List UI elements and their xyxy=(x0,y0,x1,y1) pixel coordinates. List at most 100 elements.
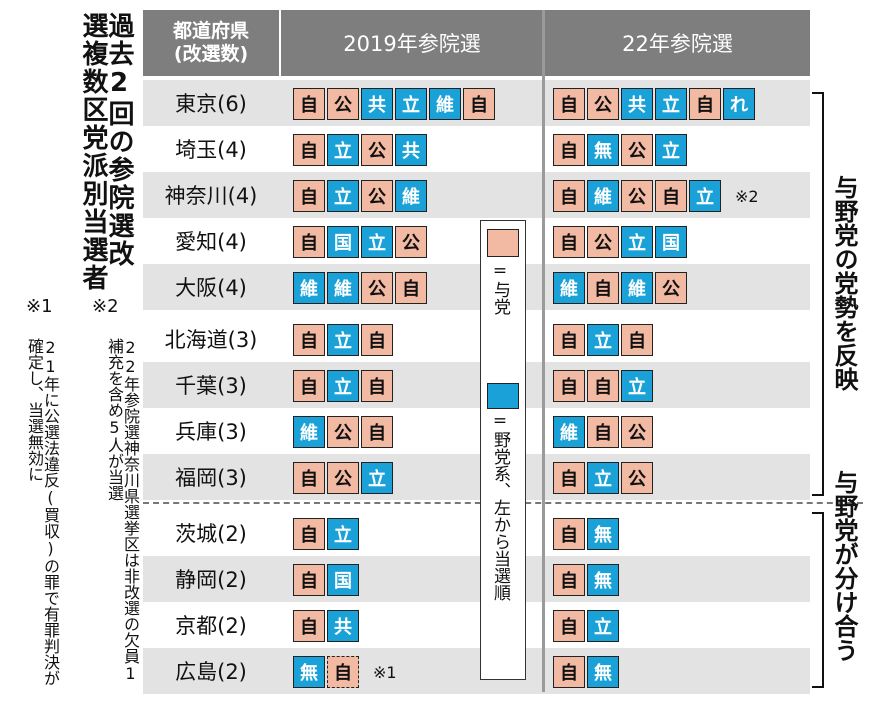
opposition-winner: 維 xyxy=(553,272,585,304)
opposition-winner: 国 xyxy=(655,226,687,258)
winners-2019: 自立公共 xyxy=(293,134,427,166)
winners-2022: 自立自 xyxy=(553,324,653,356)
header-prefecture-line1: 都道府県 xyxy=(172,20,249,43)
table-row: 大阪(4) 維維公自維自維公 xyxy=(143,264,810,310)
opposition-winner: 立 xyxy=(327,180,359,212)
legend-ruling-swatch xyxy=(487,229,519,257)
opposition-winner: 立 xyxy=(587,324,619,356)
winners-2019: 自立公維 xyxy=(293,180,427,212)
opposition-winner: 立 xyxy=(327,134,359,166)
ruling-winner: 公 xyxy=(361,180,393,212)
opposition-winner: 維 xyxy=(553,416,585,448)
prefecture-label: 福岡(3) xyxy=(175,466,247,490)
ruling-winner: 自 xyxy=(553,564,585,596)
opposition-winner: 立 xyxy=(655,88,687,120)
winners-2019: 自立 xyxy=(293,518,359,550)
header-2019: 2019年参院選 xyxy=(281,10,543,76)
opposition-winner: 立 xyxy=(621,370,653,402)
table-row: 茨城(2) 自立自無 xyxy=(143,510,810,556)
opposition-winner: 立 xyxy=(361,226,393,258)
prefecture-label: 神奈川(4) xyxy=(164,184,258,208)
ruling-winner: 自 xyxy=(587,416,619,448)
ruling-winner: 自 xyxy=(553,88,585,120)
opposition-winner: 立 xyxy=(327,324,359,356)
ruling-winner: 公 xyxy=(621,180,653,212)
ruling-winner: 自 xyxy=(293,462,325,494)
ruling-winner: 自 xyxy=(621,324,653,356)
winners-2019: 自国 xyxy=(293,564,359,596)
prefecture-label: 大阪(4) xyxy=(175,276,247,300)
opposition-winner: 立 xyxy=(655,134,687,166)
opposition-winner: 維 xyxy=(293,272,325,304)
note2-text: 22年参院選神奈川県選挙区は非改選の欠員1補充を含め5人が当選 xyxy=(105,338,140,683)
prefecture-label: 千葉(3) xyxy=(175,374,247,398)
opposition-winner: 無 xyxy=(587,656,619,688)
bracket-group1 xyxy=(812,92,824,496)
ruling-winner: 自 xyxy=(361,416,393,448)
ruling-winner: 自 xyxy=(293,180,325,212)
winners-2022: 自無 xyxy=(553,656,619,688)
header-2022: 22年参院選 xyxy=(545,10,810,76)
table-row: 京都(2) 自共自立 xyxy=(143,602,810,648)
ruling-winner: 自 xyxy=(293,370,325,402)
ruling-winner: 自 xyxy=(361,324,393,356)
side-label-group2: 与野党が分け合う xyxy=(830,470,858,662)
ruling-winner: 公 xyxy=(361,134,393,166)
ruling-winner: 公 xyxy=(361,272,393,304)
ruling-winner: 自 xyxy=(553,518,585,550)
prefecture-label: 広島(2) xyxy=(175,660,247,684)
ruling-winner: 自 xyxy=(463,88,495,120)
opposition-winner: 国 xyxy=(327,226,359,258)
ruling-winner: 公 xyxy=(395,226,427,258)
prefecture-label: 北海道(3) xyxy=(164,328,258,352)
ruling-winner: 自 xyxy=(361,370,393,402)
ruling-winner: 自 xyxy=(553,370,585,402)
winners-2022: 自無 xyxy=(553,564,619,596)
opposition-winner: 立 xyxy=(587,462,619,494)
winners-2022: 自立公 xyxy=(553,462,653,494)
ruling-winner: 自 xyxy=(587,272,619,304)
prefecture-label: 愛知(4) xyxy=(175,230,247,254)
chart-title: 過去2回の参院選改選複数区党派別当選者 xyxy=(78,12,134,292)
winners-2022: 自自立 xyxy=(553,370,653,402)
legend-opposition-swatch xyxy=(487,383,519,409)
note1-text: 21年に公選法違反(買収)の罪で有罪判決が確定し、当選無効に xyxy=(25,338,60,686)
header-prefecture: 都道府県 (改選数) xyxy=(143,10,279,76)
opposition-winner: 維 xyxy=(327,272,359,304)
note1-mark: ※1 xyxy=(26,296,53,317)
side-label-group1: 与野党の党勢を反映 xyxy=(830,175,858,391)
opposition-winner: 共 xyxy=(327,610,359,642)
table-row: 埼玉(4) 自立公共自無公立 xyxy=(143,126,810,172)
table-row: 北海道(3) 自立自自立自 xyxy=(143,316,810,362)
winners-2019: 無自 ※1 xyxy=(293,656,397,688)
ruling-winner: 公 xyxy=(621,416,653,448)
opposition-winner: 立 xyxy=(361,462,393,494)
ruling-winner: 自 xyxy=(553,324,585,356)
opposition-winner: 無 xyxy=(587,134,619,166)
ruling-winner: 自 xyxy=(655,180,687,212)
winners-2019: 維維公自 xyxy=(293,272,427,304)
opposition-winner: 維 xyxy=(621,272,653,304)
table-row: 神奈川(4) 自立公維自維公自立 ※2 xyxy=(143,172,810,218)
prefecture-label: 茨城(2) xyxy=(175,522,247,546)
table-row: 兵庫(3) 維公自維自公 xyxy=(143,408,810,454)
winners-2019: 自立自 xyxy=(293,324,393,356)
opposition-winner: 無 xyxy=(587,564,619,596)
ruling-winner: 自 xyxy=(395,272,427,304)
footnote-mark: ※1 xyxy=(373,662,397,682)
legend-ruling-label: =与党 xyxy=(490,261,510,315)
winners-2019: 自国立公 xyxy=(293,226,427,258)
opposition-winner: 共 xyxy=(395,134,427,166)
table-row: 千葉(3) 自立自自自立 xyxy=(143,362,810,408)
ruling-winner: 公 xyxy=(587,226,619,258)
prefecture-label: 埼玉(4) xyxy=(175,138,247,162)
ruling-winner: 自 xyxy=(293,324,325,356)
winners-2019: 自共 xyxy=(293,610,359,642)
ruling-winner: 自 xyxy=(293,226,325,258)
header-prefecture-line2: (改選数) xyxy=(173,43,249,65)
ruling-winner: 自 xyxy=(293,564,325,596)
opposition-winner: 維 xyxy=(395,180,427,212)
opposition-winner: れ xyxy=(723,88,755,120)
winners-2022: 自維公自立 ※2 xyxy=(553,180,759,212)
ruling-winner: 自 xyxy=(553,462,585,494)
